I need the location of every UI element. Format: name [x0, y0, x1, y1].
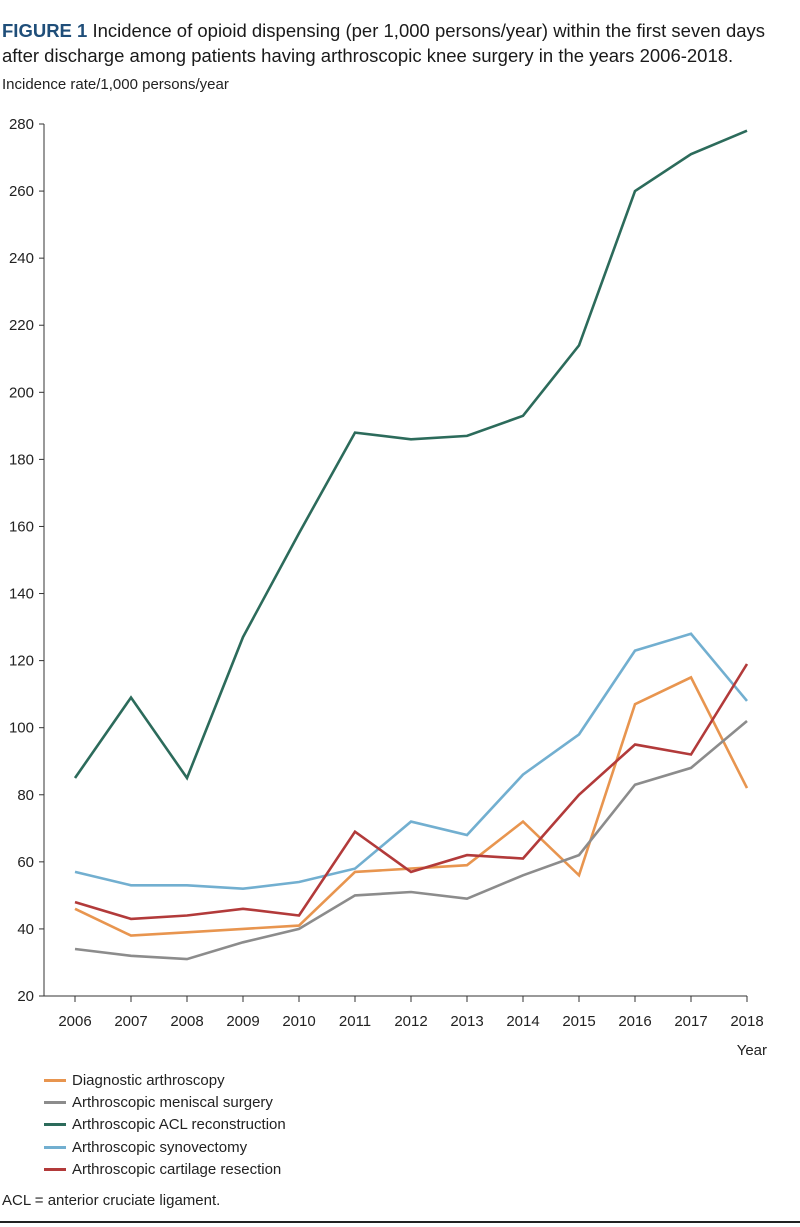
- legend-label: Arthroscopic meniscal surgery: [72, 1093, 273, 1111]
- y-tick-label: 120: [9, 653, 34, 670]
- legend-label: Arthroscopic synovectomy: [72, 1138, 248, 1156]
- y-tick-label: 140: [9, 586, 34, 603]
- y-tick-label: 80: [17, 787, 34, 804]
- legend-label: Diagnostic arthroscopy: [72, 1071, 225, 1089]
- bottom-rule: [0, 1221, 800, 1223]
- x-axis-label: Year: [737, 1042, 767, 1059]
- legend-swatch: [44, 1123, 66, 1127]
- x-tick-label: 2010: [282, 1013, 315, 1030]
- x-tick-label: 2009: [226, 1013, 259, 1030]
- y-tick-label: 200: [9, 384, 34, 401]
- x-tick-label: 2014: [506, 1013, 539, 1030]
- legend-item: Arthroscopic synovectomy: [44, 1136, 286, 1158]
- legend-item: Diagnostic arthroscopy: [44, 1069, 286, 1091]
- legend-item: Arthroscopic meniscal surgery: [44, 1091, 286, 1113]
- legend-swatch: [44, 1078, 66, 1082]
- y-tick-label: 100: [9, 720, 34, 737]
- legend-label: Arthroscopic cartilage resection: [72, 1160, 282, 1178]
- footnote: ACL = anterior cruciate ligament.: [2, 1192, 221, 1209]
- x-tick-label: 2017: [674, 1013, 707, 1030]
- legend-swatch: [44, 1145, 66, 1149]
- x-axis-ticks: 2006 2007 2008 2009 2010 2011 2012 2013 2014 2015…: [58, 996, 764, 1030]
- y-tick-label: 60: [17, 854, 34, 871]
- x-tick-label: 2006: [58, 1013, 91, 1030]
- y-tick-label: 260: [9, 183, 34, 200]
- x-tick-label: 2012: [394, 1013, 427, 1030]
- series-line-2: [73, 129, 748, 781]
- x-tick-label: 2013: [450, 1013, 483, 1030]
- series-line-0: [74, 675, 749, 937]
- series-line-3: [74, 632, 748, 891]
- legend-swatch: [44, 1100, 66, 1104]
- x-tick-label: 2016: [618, 1013, 651, 1030]
- x-tick-label: 2015: [562, 1013, 595, 1030]
- y-axis-ticks: 20 40 60 80 100 120 140 160 180 200 220 240 260 280: [9, 116, 44, 1005]
- y-tick-label: 20: [17, 988, 34, 1005]
- y-axis-label: Incidence rate/1,000 persons/year: [2, 76, 229, 93]
- y-tick-label: 240: [9, 250, 34, 267]
- line-chart: 20 40 60 80 100 120 140 160 180 200 220 240 260 280 2…: [9, 116, 767, 1059]
- axes: [43, 124, 747, 997]
- x-tick-label: 2011: [339, 1013, 371, 1030]
- series-lines: [73, 129, 749, 961]
- legend-item: Arthroscopic cartilage resection: [44, 1158, 286, 1180]
- figure-title: FIGURE 1 Incidence of opioid dispensing …: [2, 18, 798, 68]
- y-tick-label: 220: [9, 317, 34, 334]
- figure-number: FIGURE 1: [2, 20, 88, 41]
- x-tick-label: 2018: [730, 1013, 763, 1030]
- x-tick-label: 2007: [114, 1013, 147, 1030]
- series-line-4: [74, 663, 749, 921]
- legend: Diagnostic arthroscopy Arthroscopic menis…: [44, 1069, 286, 1180]
- y-tick-label: 180: [9, 451, 34, 468]
- figure-caption: Incidence of opioid dispensing (per 1,00…: [2, 20, 766, 66]
- legend-label: Arthroscopic ACL reconstruction: [72, 1116, 286, 1134]
- y-tick-label: 40: [17, 921, 34, 938]
- x-tick-label: 2008: [170, 1013, 203, 1030]
- legend-swatch: [44, 1167, 66, 1171]
- series-line-1: [74, 720, 748, 961]
- legend-item: Arthroscopic ACL reconstruction: [44, 1114, 286, 1136]
- y-tick-label: 160: [9, 518, 34, 535]
- y-tick-label: 280: [9, 116, 34, 133]
